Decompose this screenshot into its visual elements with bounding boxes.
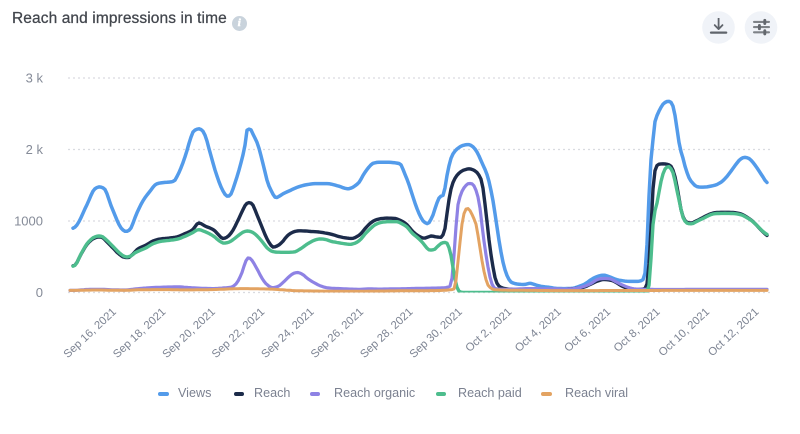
svg-text:Oct 6, 2021: Oct 6, 2021 [562,306,613,355]
svg-text:2 k: 2 k [26,142,44,157]
svg-text:Oct 2, 2021: Oct 2, 2021 [464,306,515,355]
svg-text:Sep 30, 2021: Sep 30, 2021 [408,306,465,361]
svg-text:0: 0 [36,285,43,300]
svg-text:Oct 8, 2021: Oct 8, 2021 [612,306,663,355]
svg-text:Oct 10, 2021: Oct 10, 2021 [657,306,712,359]
svg-text:Oct 12, 2021: Oct 12, 2021 [706,306,761,359]
svg-text:Oct 4, 2021: Oct 4, 2021 [513,306,564,355]
svg-text:1000: 1000 [14,214,43,229]
svg-text:3 k: 3 k [26,71,44,86]
